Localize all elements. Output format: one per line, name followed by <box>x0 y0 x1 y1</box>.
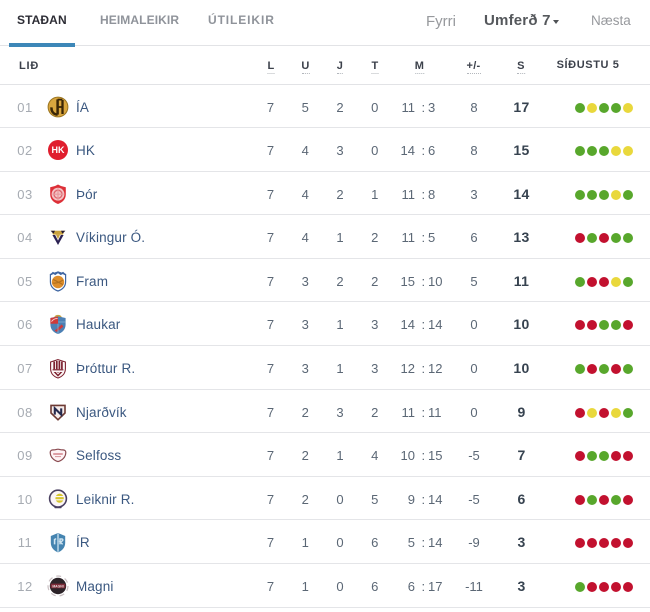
svg-text:MAGNI: MAGNI <box>52 584 63 588</box>
svg-text:HK: HK <box>52 145 65 155</box>
